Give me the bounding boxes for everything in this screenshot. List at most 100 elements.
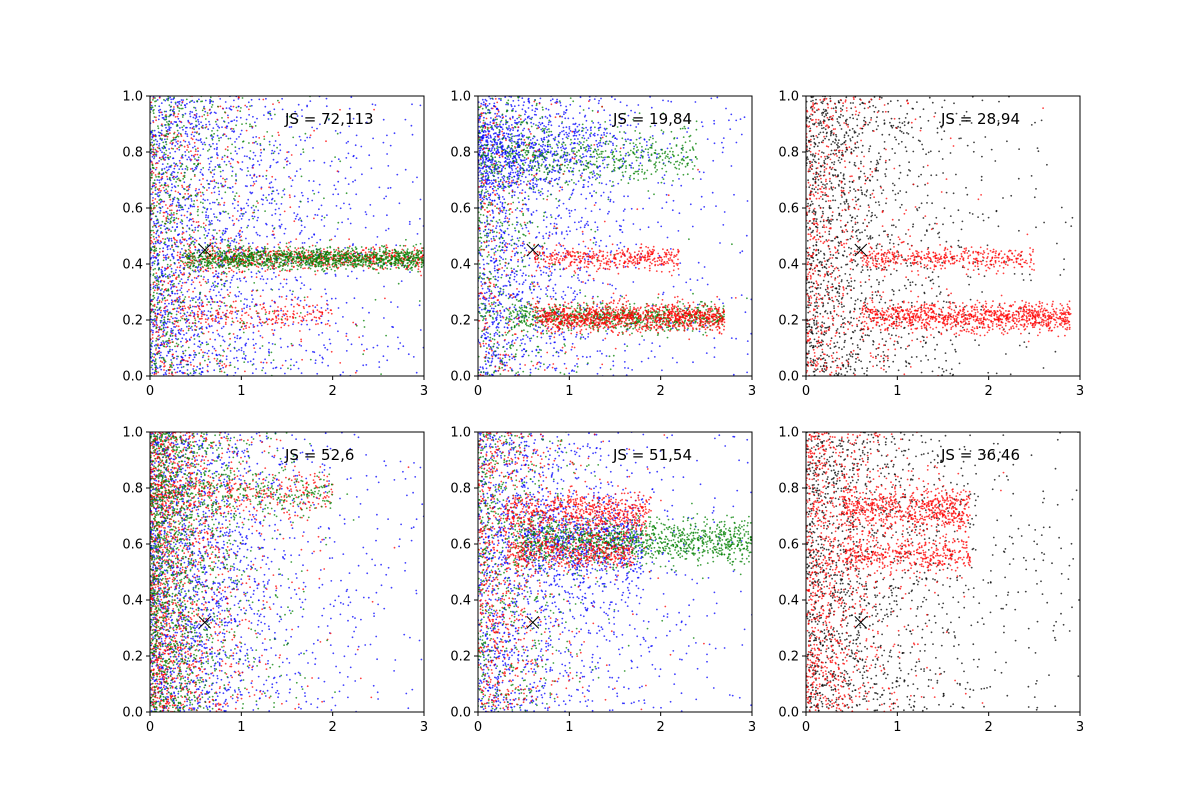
data-point bbox=[347, 261, 349, 264]
data-point bbox=[291, 299, 294, 301]
data-point bbox=[248, 305, 251, 308]
data-point bbox=[170, 212, 173, 215]
data-point bbox=[224, 126, 227, 129]
data-point bbox=[397, 250, 399, 253]
data-point bbox=[329, 256, 332, 259]
data-point bbox=[313, 316, 316, 319]
data-point bbox=[236, 334, 239, 337]
data-point bbox=[234, 260, 236, 263]
data-point bbox=[177, 234, 179, 237]
data-point bbox=[164, 241, 166, 244]
data-point bbox=[179, 361, 182, 364]
data-point bbox=[224, 321, 227, 324]
data-point bbox=[257, 315, 259, 318]
data-point bbox=[178, 328, 181, 331]
data-point bbox=[400, 251, 403, 254]
data-point bbox=[170, 332, 173, 335]
data-point bbox=[179, 259, 182, 262]
data-point bbox=[246, 174, 248, 177]
data-point bbox=[354, 260, 356, 262]
data-point bbox=[239, 168, 242, 170]
data-point bbox=[161, 125, 164, 127]
data-point bbox=[161, 274, 164, 277]
data-point bbox=[258, 271, 261, 274]
data-point bbox=[320, 321, 323, 324]
data-point bbox=[195, 138, 198, 141]
data-point bbox=[156, 179, 159, 181]
data-point bbox=[191, 257, 194, 260]
data-point bbox=[219, 305, 222, 308]
data-point bbox=[207, 310, 210, 312]
data-point bbox=[255, 258, 258, 261]
data-point bbox=[171, 214, 173, 216]
data-point bbox=[167, 168, 170, 171]
data-point bbox=[391, 325, 393, 328]
data-point bbox=[289, 250, 291, 252]
data-point bbox=[188, 143, 191, 146]
data-point bbox=[164, 156, 167, 159]
data-point bbox=[246, 106, 248, 108]
data-point bbox=[158, 97, 161, 99]
data-point bbox=[216, 285, 219, 288]
data-point bbox=[200, 331, 203, 333]
data-point bbox=[162, 254, 165, 257]
data-point bbox=[185, 262, 188, 265]
data-point bbox=[411, 103, 413, 106]
data-point bbox=[197, 221, 200, 223]
data-point bbox=[181, 107, 184, 110]
data-point bbox=[193, 106, 195, 109]
data-point bbox=[231, 310, 234, 313]
data-point bbox=[182, 309, 185, 312]
data-point bbox=[214, 338, 217, 341]
data-point bbox=[325, 303, 328, 305]
data-point bbox=[233, 119, 236, 121]
data-point bbox=[206, 179, 209, 182]
data-point bbox=[168, 127, 171, 130]
data-point bbox=[204, 224, 207, 227]
data-point bbox=[306, 311, 309, 313]
data-point bbox=[179, 162, 182, 164]
data-point bbox=[175, 181, 178, 183]
data-point bbox=[323, 197, 325, 200]
data-point bbox=[190, 137, 193, 140]
data-point bbox=[257, 262, 259, 265]
data-point bbox=[212, 282, 214, 284]
data-point bbox=[228, 186, 231, 189]
data-point bbox=[281, 364, 284, 367]
data-point bbox=[186, 340, 189, 343]
data-point bbox=[174, 345, 176, 348]
data-point bbox=[216, 363, 219, 365]
data-point bbox=[153, 129, 156, 132]
data-point bbox=[209, 303, 212, 306]
data-point bbox=[414, 265, 417, 267]
data-point bbox=[210, 307, 213, 310]
data-point bbox=[160, 309, 163, 312]
data-point bbox=[165, 204, 167, 206]
data-point bbox=[206, 363, 209, 366]
data-point bbox=[165, 346, 168, 348]
data-point bbox=[316, 241, 318, 244]
data-point bbox=[166, 309, 169, 311]
data-point bbox=[223, 249, 225, 252]
data-point bbox=[299, 247, 302, 250]
data-point bbox=[292, 266, 295, 268]
data-point bbox=[280, 203, 283, 205]
data-point bbox=[200, 195, 202, 197]
data-point bbox=[163, 225, 166, 228]
data-point bbox=[251, 215, 254, 218]
data-point bbox=[229, 291, 232, 294]
data-point bbox=[316, 127, 318, 130]
data-point bbox=[273, 312, 275, 315]
data-point bbox=[156, 239, 159, 242]
data-point bbox=[242, 321, 245, 323]
data-point bbox=[190, 133, 193, 136]
data-point bbox=[190, 195, 193, 197]
data-point bbox=[246, 155, 248, 158]
data-point bbox=[157, 127, 160, 130]
data-point bbox=[175, 350, 178, 353]
data-point bbox=[159, 319, 162, 322]
data-point bbox=[167, 350, 170, 353]
data-point bbox=[183, 125, 185, 127]
data-point bbox=[166, 245, 169, 247]
data-point bbox=[165, 133, 168, 135]
